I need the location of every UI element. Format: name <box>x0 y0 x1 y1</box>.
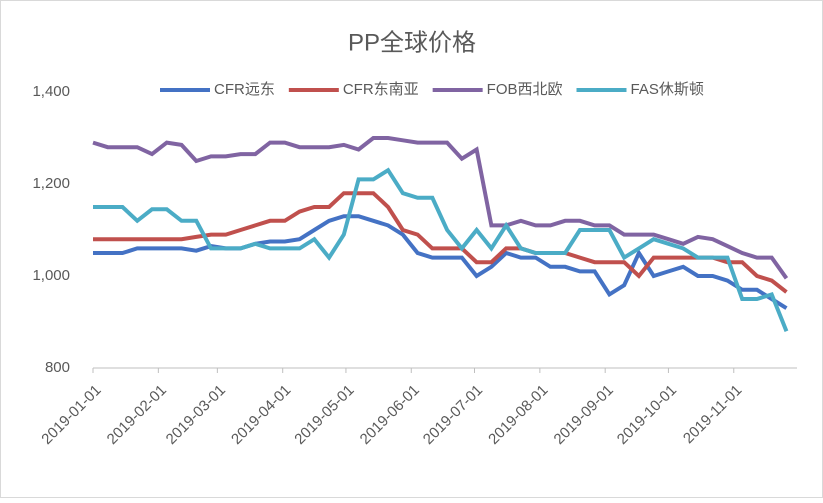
series-line <box>92 136 789 280</box>
series-line <box>93 167 789 332</box>
y-tick-label: 1,200 <box>32 175 70 192</box>
legend-label: FOB西北欧 <box>487 81 563 98</box>
legend-label: FAS休斯顿 <box>631 81 704 98</box>
y-tick-label: 1,000 <box>32 267 70 284</box>
legend-label: CFR东南亚 <box>343 81 419 98</box>
y-tick-label: 1,400 <box>32 83 70 100</box>
legend-label: CFR远东 <box>214 81 275 98</box>
chart-title: PP全球价格 <box>348 29 476 56</box>
series-line <box>93 191 788 294</box>
y-tick-label: 800 <box>45 359 70 376</box>
